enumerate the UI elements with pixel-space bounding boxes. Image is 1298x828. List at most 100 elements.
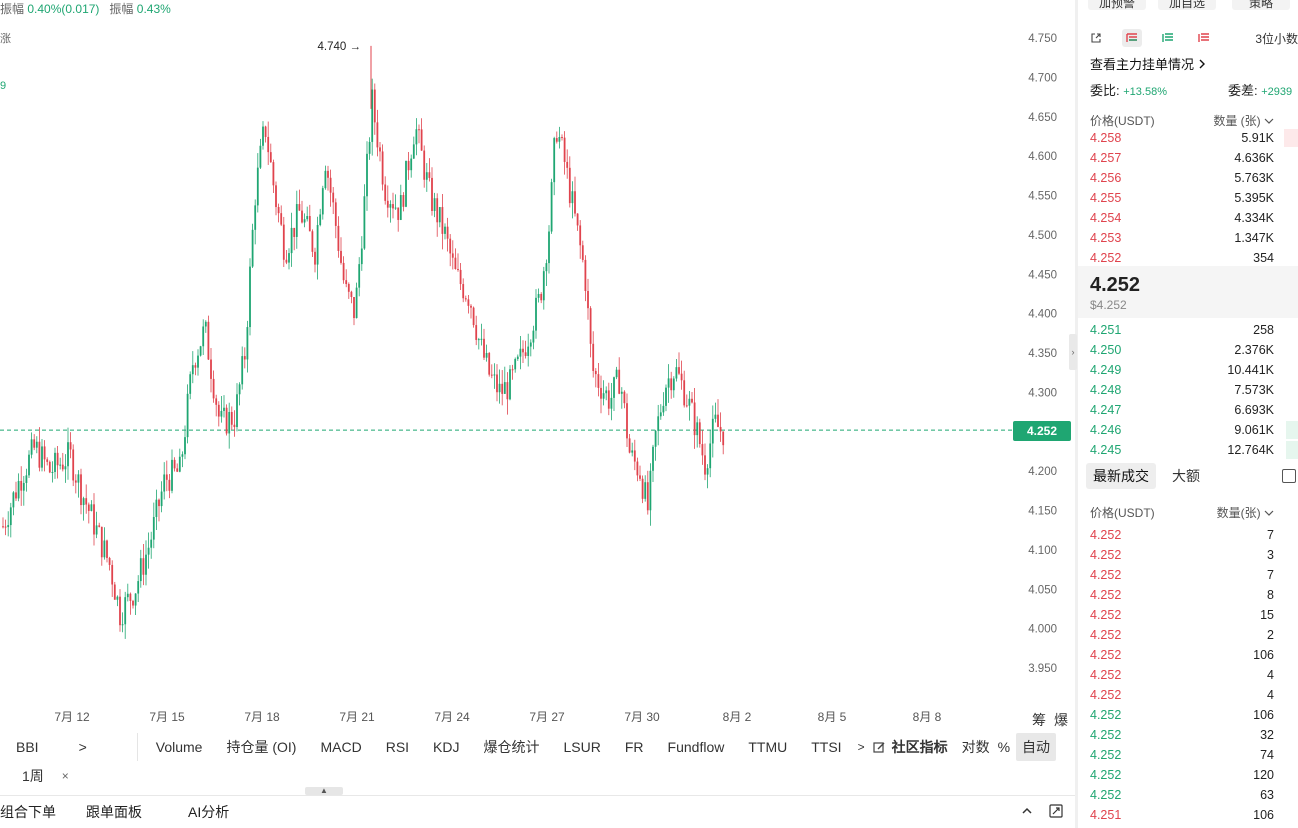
ask-row[interactable]: 4.252 354: [1078, 248, 1298, 268]
collapse-up-icon[interactable]: [1021, 804, 1033, 821]
main-orders-link-text: 查看主力挂单情况: [1090, 57, 1195, 72]
ratio-label: 委比:: [1090, 83, 1120, 98]
chip-distribution-button[interactable]: 筹: [1032, 712, 1046, 728]
row-qty: 106: [1253, 708, 1274, 722]
bid-row[interactable]: 4.250 2.376K: [1078, 340, 1298, 360]
ask-row[interactable]: 4.254 4.334K: [1078, 208, 1298, 228]
indicator-more-arrow[interactable]: >: [857, 740, 865, 754]
trade-row[interactable]: 4.252 106: [1078, 705, 1298, 725]
trade-row[interactable]: 4.252 63: [1078, 785, 1298, 805]
candle-body: [602, 393, 605, 399]
trade-row[interactable]: 4.252 120: [1078, 765, 1298, 785]
indicator-lsur[interactable]: LSUR: [563, 739, 601, 755]
percent-scale-toggle[interactable]: %: [997, 739, 1011, 755]
trade-row[interactable]: 4.251 106: [1078, 805, 1298, 825]
trade-row[interactable]: 4.252 32: [1078, 725, 1298, 745]
chart-area[interactable]: 振幅 0.40%(0.017) 振幅 0.43% 涨 9 4.750 4.700 4…: [0, 0, 1075, 732]
orderbook-bids-view-icon[interactable]: [1158, 29, 1178, 47]
collapse-panel-button[interactable]: ›: [1069, 334, 1077, 370]
candle-body: [516, 356, 519, 360]
indicator-ttmu[interactable]: TTMU: [748, 739, 788, 755]
orderbook-both-view-icon[interactable]: [1122, 29, 1142, 47]
trades-header-qty[interactable]: 数量(张): [1217, 504, 1274, 521]
ask-row[interactable]: 4.256 5.763K: [1078, 168, 1298, 188]
strategy-button[interactable]: 策略: [1232, 0, 1290, 10]
indicator-macd[interactable]: MACD: [320, 739, 362, 755]
trade-row[interactable]: 4.252 8: [1078, 585, 1298, 605]
candle-body: [366, 153, 368, 197]
indicator-fr[interactable]: FR: [624, 739, 644, 755]
indicator-ttsi[interactable]: TTSI: [811, 739, 842, 755]
bid-row[interactable]: 4.246 9.061K: [1078, 420, 1298, 440]
orderbook-asks-view-icon[interactable]: [1194, 29, 1214, 47]
trade-row[interactable]: 4.252 7: [1078, 565, 1298, 585]
tab-combo-order[interactable]: 组合下单: [0, 804, 56, 820]
trade-row[interactable]: 4.252 4: [1078, 685, 1298, 705]
bid-row[interactable]: 4.245 12.764K: [1078, 440, 1298, 460]
candle-body: [649, 470, 652, 511]
row-price: 4.252: [1090, 628, 1122, 642]
candle-body: [74, 480, 77, 483]
indicator-fundflow[interactable]: Fundflow: [667, 739, 725, 755]
candle-body: [379, 147, 381, 152]
candle-body: [246, 327, 249, 360]
tab-latest-trades[interactable]: 最新成交: [1086, 463, 1156, 489]
liquidation-button[interactable]: 爆: [1054, 712, 1068, 728]
trade-row[interactable]: 4.252 4: [1078, 665, 1298, 685]
log-scale-toggle[interactable]: 对数: [961, 739, 990, 755]
bottom-bar: 组合下单 跟单面板 AI分析: [0, 795, 1075, 828]
tab-ai-analysis[interactable]: AI分析: [188, 804, 230, 820]
ask-row[interactable]: 4.258 5.91K: [1078, 128, 1298, 148]
row-price: 4.252: [1090, 688, 1122, 702]
decimal-precision-select[interactable]: 3位小数: [1255, 31, 1298, 46]
row-qty: 5.395K: [1234, 191, 1274, 205]
candle-body: [371, 89, 374, 142]
panel-resize-handle[interactable]: ▲: [305, 787, 343, 795]
popout-icon[interactable]: [1086, 29, 1106, 47]
orderbook-header-qty[interactable]: 数量 (张): [1213, 112, 1274, 129]
indicator-kdj[interactable]: KDJ: [433, 739, 460, 755]
candle-body: [571, 191, 574, 204]
candle-body: [30, 439, 33, 455]
trade-row[interactable]: 4.252 2: [1078, 625, 1298, 645]
x-tick-label: 7月 30: [624, 710, 660, 724]
trade-row[interactable]: 4.252 15: [1078, 605, 1298, 625]
indicator-volume[interactable]: Volume: [155, 739, 203, 755]
row-price: 4.253: [1090, 231, 1122, 245]
candlestick-chart[interactable]: 4.750 4.700 4.650 4.600 4.550 4.500 4.450 4.400…: [0, 0, 1075, 732]
bid-row[interactable]: 4.248 7.573K: [1078, 380, 1298, 400]
ask-row[interactable]: 4.253 1.347K: [1078, 228, 1298, 248]
candle-body: [267, 136, 270, 153]
bid-row[interactable]: 4.251 258: [1078, 320, 1298, 340]
candle-body: [618, 369, 621, 394]
large-trades-checkbox[interactable]: [1282, 469, 1296, 483]
candle-body: [535, 297, 537, 331]
candle-body: [548, 231, 550, 264]
trade-row[interactable]: 4.252 3: [1078, 545, 1298, 565]
ask-row[interactable]: 4.255 5.395K: [1078, 188, 1298, 208]
indicator-rsi[interactable]: RSI: [385, 739, 410, 755]
trade-row[interactable]: 4.252 106: [1078, 645, 1298, 665]
period-close-icon[interactable]: ×: [61, 769, 69, 783]
edit-icon[interactable]: [872, 741, 886, 754]
indicator-liquidation[interactable]: 爆仓统计: [483, 739, 540, 755]
candle-body: [150, 539, 153, 548]
ask-row[interactable]: 4.257 4.636K: [1078, 148, 1298, 168]
community-indicators[interactable]: 社区指标: [891, 739, 948, 755]
main-orders-link[interactable]: 查看主力挂单情况: [1090, 54, 1206, 73]
indicator-oi[interactable]: 持仓量 (OI): [226, 739, 297, 755]
expand-window-icon[interactable]: [1049, 804, 1063, 821]
trade-row[interactable]: 4.252 74: [1078, 745, 1298, 765]
period-label[interactable]: 1周: [22, 768, 44, 784]
tab-large-trades[interactable]: 大额: [1172, 468, 1200, 484]
bid-row[interactable]: 4.247 6.693K: [1078, 400, 1298, 420]
tab-copy-trading[interactable]: 跟单面板: [86, 804, 142, 820]
trade-row[interactable]: 4.252 7: [1078, 525, 1298, 545]
bid-row[interactable]: 4.249 10.441K: [1078, 360, 1298, 380]
add-alert-button[interactable]: 加预警: [1088, 0, 1146, 10]
auto-scale-toggle[interactable]: 自动: [1016, 733, 1057, 761]
indicator-expand-arrow[interactable]: >: [78, 739, 87, 755]
add-watchlist-button[interactable]: 加自选: [1158, 0, 1216, 10]
indicator-bbi[interactable]: BBI: [16, 739, 39, 755]
candle-body: [43, 446, 46, 460]
